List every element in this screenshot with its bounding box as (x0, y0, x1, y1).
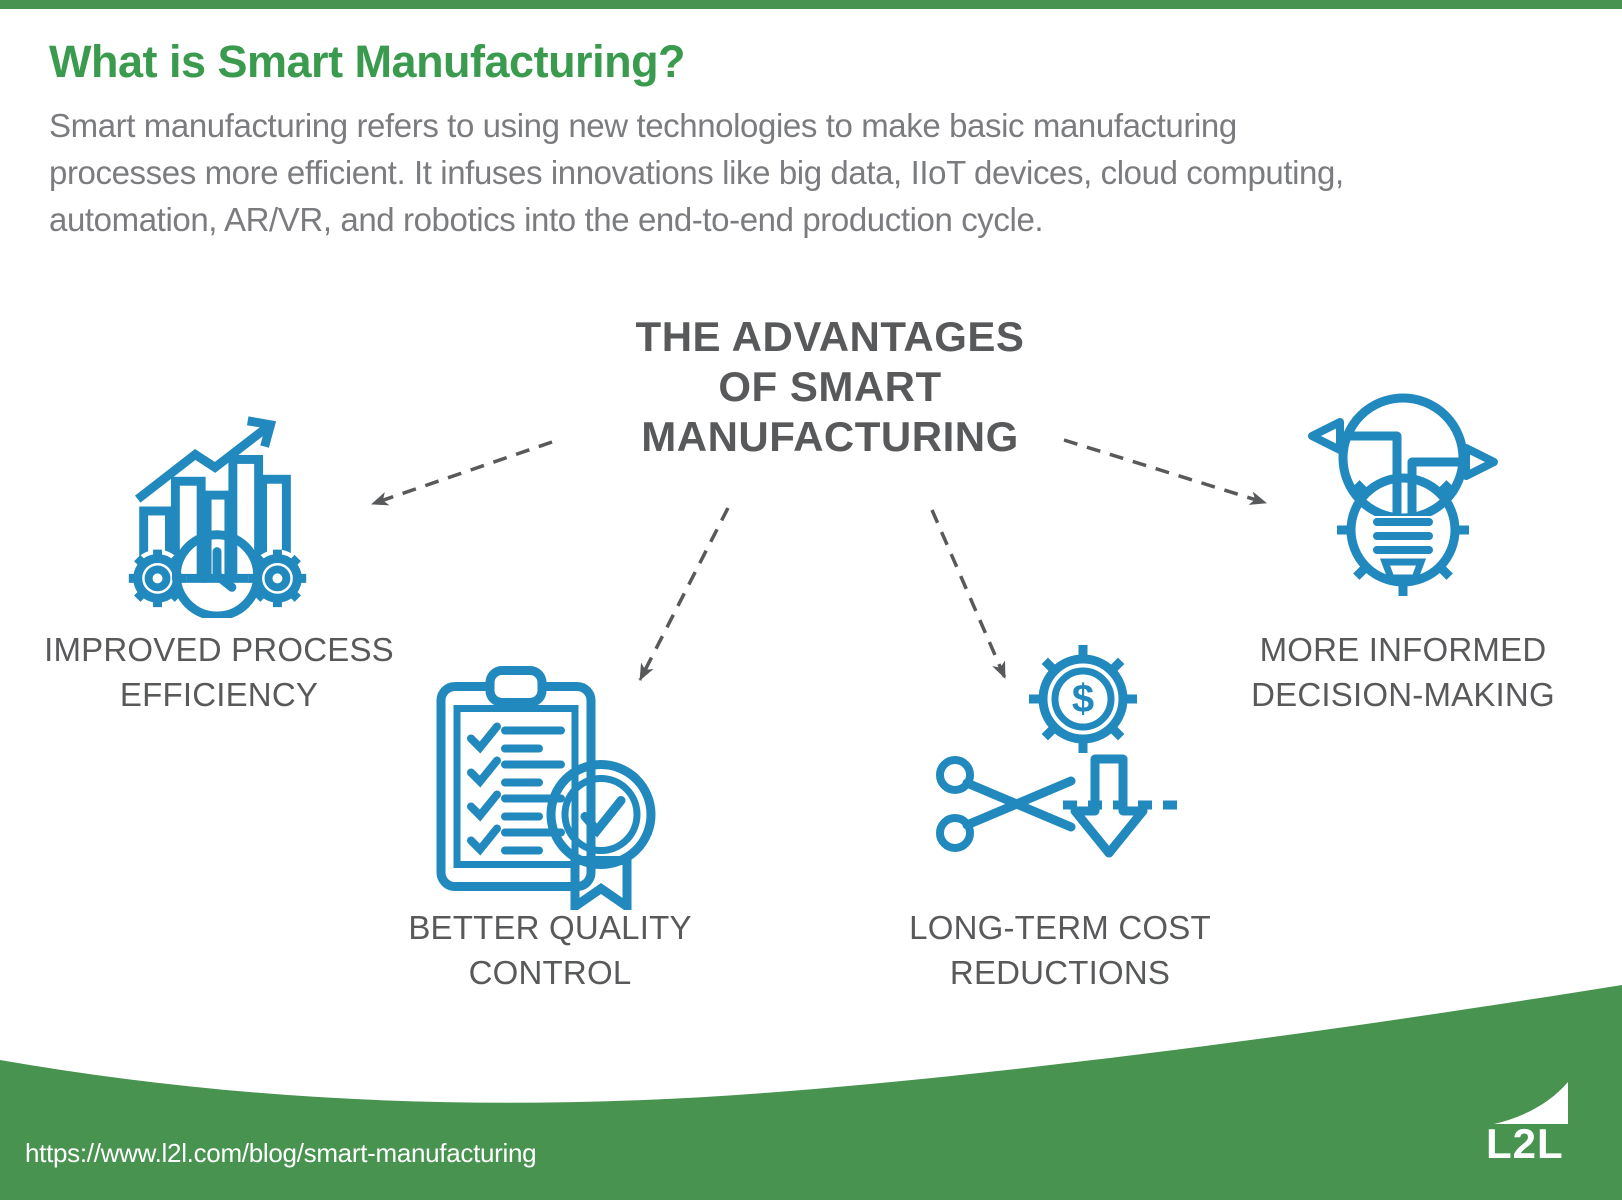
page-title: What is Smart Manufacturing? (49, 36, 686, 87)
arrow-to-efficiency (371, 440, 553, 506)
intro-line-3: automation, AR/VR, and robotics into the… (49, 201, 1044, 238)
advantage-label-more-informed-decision-making: MORE INFORMED DECISION-MAKING (1251, 631, 1555, 713)
diagram-heading: THE ADVANTAGES OF SMART MANUFACTURING (530, 312, 1130, 462)
diagram-heading-line-1: THE ADVANTAGES (635, 313, 1025, 360)
svg-text:$: $ (1072, 677, 1094, 721)
scissors-gear-dollar-down-arrow-icon: $ (933, 636, 1190, 888)
advantage-label-improved-process-efficiency: IMPROVED PROCESS EFFICIENCY (44, 631, 394, 713)
diagram-heading-line-2: OF SMART (718, 363, 942, 410)
growth-chart-gears-clock-icon (115, 400, 320, 618)
advantage-label-long-term-cost-reductions: LONG-TERM COST REDUCTIONS (909, 909, 1211, 991)
clipboard-checklist-award-icon (433, 664, 663, 910)
arrow-to-quality (638, 507, 730, 681)
intro-line-1: Smart manufacturing refers to using new … (49, 107, 1237, 144)
l2l-logo-swoosh-icon (1494, 1082, 1568, 1124)
source-url: https://www.l2l.com/blog/smart-manufactu… (25, 1138, 537, 1168)
top-accent-bar (0, 0, 1622, 9)
footer-wave (0, 985, 1622, 1200)
intro-paragraph: Smart manufacturing refers to using new … (49, 102, 1344, 243)
diagram-heading-line-3: MANUFACTURING (641, 413, 1019, 460)
lightbulb-arrows-gear-icon (1288, 378, 1518, 616)
intro-line-2: processes more efficient. It infuses inn… (49, 154, 1344, 191)
l2l-logo-text: L2L (1486, 1120, 1564, 1167)
advantage-label-better-quality-control: BETTER QUALITY CONTROL (408, 909, 692, 991)
